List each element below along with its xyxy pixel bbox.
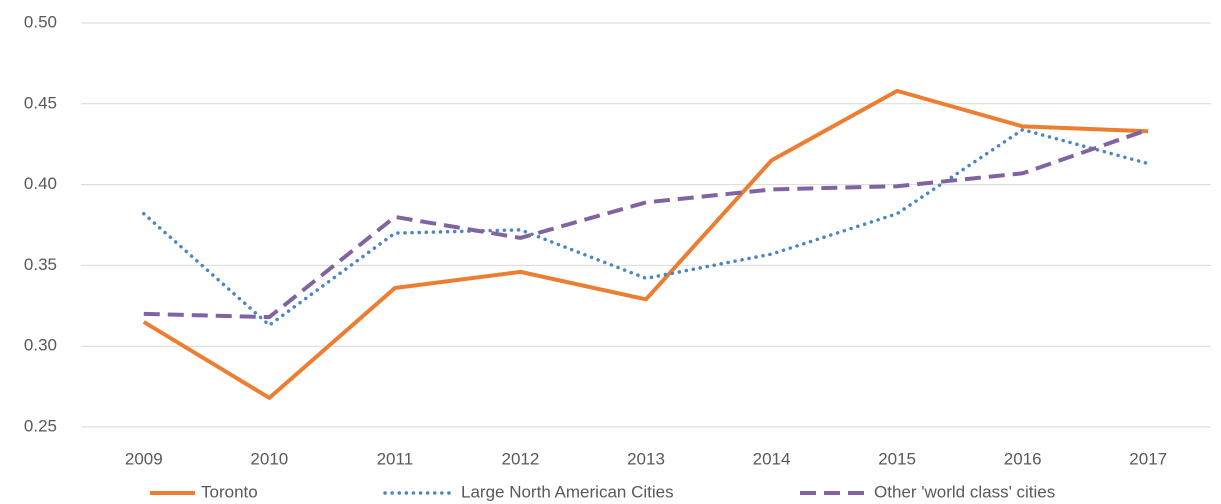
series-line <box>143 127 1149 320</box>
x-tick-label: 2011 <box>377 449 414 468</box>
x-tick-label: 2014 <box>753 449 791 468</box>
series-line <box>142 88 1149 400</box>
x-tick-label: 2017 <box>1129 449 1167 468</box>
series-line <box>142 127 1150 327</box>
x-tick-label: 2013 <box>627 449 665 468</box>
x-tick-label: 2015 <box>878 449 916 468</box>
y-tick-label: 0.30 <box>24 336 57 355</box>
legend-label: Toronto <box>201 482 258 501</box>
y-tick-label: 0.40 <box>24 174 57 193</box>
x-tick-label: 2009 <box>125 449 163 468</box>
legend-label: Large North American Cities <box>461 482 674 501</box>
legend-label: Other 'world class' cities <box>874 482 1055 501</box>
y-tick-label: 0.25 <box>24 416 57 435</box>
y-tick-label: 0.35 <box>24 255 57 274</box>
x-tick-label: 2016 <box>1004 449 1042 468</box>
x-tick-label: 2010 <box>250 449 288 468</box>
y-tick-label: 0.45 <box>24 93 57 112</box>
x-tick-label: 2012 <box>502 449 540 468</box>
y-tick-label: 0.50 <box>24 12 57 31</box>
